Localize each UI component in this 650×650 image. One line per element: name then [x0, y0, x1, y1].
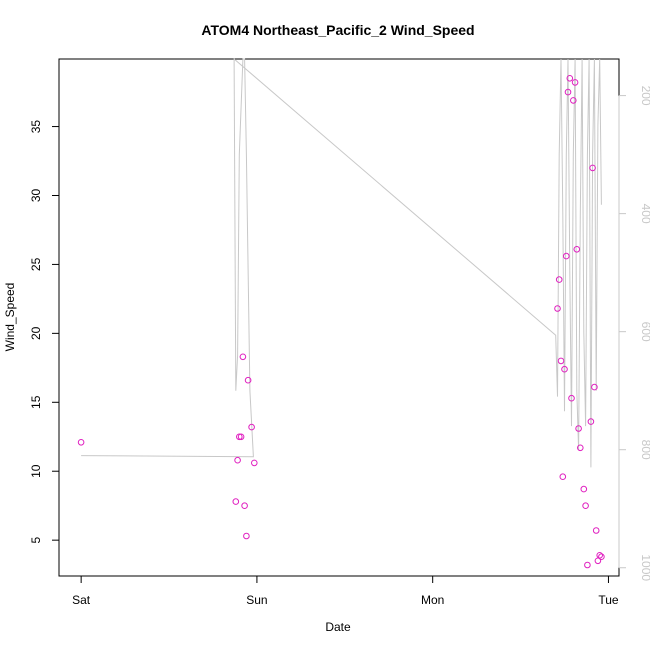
data-point: [587, 418, 595, 425]
data-point: [575, 425, 582, 432]
profile-line: [81, 57, 602, 468]
data-point: [559, 473, 567, 481]
right-tick-label: 200: [639, 86, 650, 106]
y-tick-label: 10: [29, 464, 43, 478]
y-tick-label: 5: [29, 536, 43, 543]
data-point: [566, 75, 574, 82]
y-tick-label: 30: [29, 188, 43, 202]
data-point: [554, 305, 561, 312]
data-point: [582, 502, 589, 510]
data-point: [561, 365, 568, 373]
data-point: [77, 439, 85, 446]
data-point: [564, 88, 572, 96]
data-point: [239, 353, 247, 361]
right-tick-label: 600: [639, 322, 650, 342]
data-point: [557, 357, 565, 365]
data-point: [241, 502, 248, 510]
data-points-layer: [77, 75, 605, 569]
x-tick-label: Sun: [246, 593, 267, 607]
y-tick-label: 25: [29, 257, 43, 271]
data-point: [563, 252, 570, 260]
data-point: [589, 164, 596, 172]
y-tick-label: 15: [29, 395, 43, 409]
data-point: [234, 456, 241, 464]
data-point: [592, 527, 600, 534]
right-tick-label: 800: [639, 440, 650, 460]
data-point: [555, 276, 563, 283]
data-point: [232, 498, 240, 505]
chart-title: ATOM4 Northeast_Pacific_2 Wind_Speed: [201, 22, 474, 38]
data-point: [577, 444, 584, 452]
data-point: [596, 552, 604, 559]
profile-line-layer: [81, 57, 602, 468]
data-point: [568, 394, 575, 402]
x-tick-label: Mon: [421, 593, 444, 607]
data-point: [570, 97, 577, 104]
data-point: [248, 423, 255, 431]
y-tick-label: 35: [29, 120, 43, 134]
data-point: [591, 383, 598, 391]
right-tick-label: 1000: [639, 554, 650, 581]
data-point: [571, 79, 579, 86]
data-point: [584, 561, 591, 569]
data-point: [580, 485, 588, 493]
x-tick-label: Tue: [598, 593, 619, 607]
data-point: [598, 553, 605, 561]
right-tick-label: 400: [639, 204, 650, 224]
data-point: [251, 459, 258, 467]
x-tick-label: Sat: [72, 593, 91, 607]
axes-layer: Sat Sun Mon Tue 5 10 15 20 25 30 35 200 400 600 800 100…: [29, 86, 650, 607]
data-point: [237, 433, 245, 441]
y-axis-label: Wind_Speed: [3, 283, 17, 352]
data-point: [243, 532, 250, 540]
data-point: [244, 376, 252, 384]
y-tick-label: 20: [29, 326, 43, 340]
x-axis-label: Date: [325, 620, 351, 634]
data-point: [573, 246, 581, 253]
data-point: [236, 433, 243, 441]
